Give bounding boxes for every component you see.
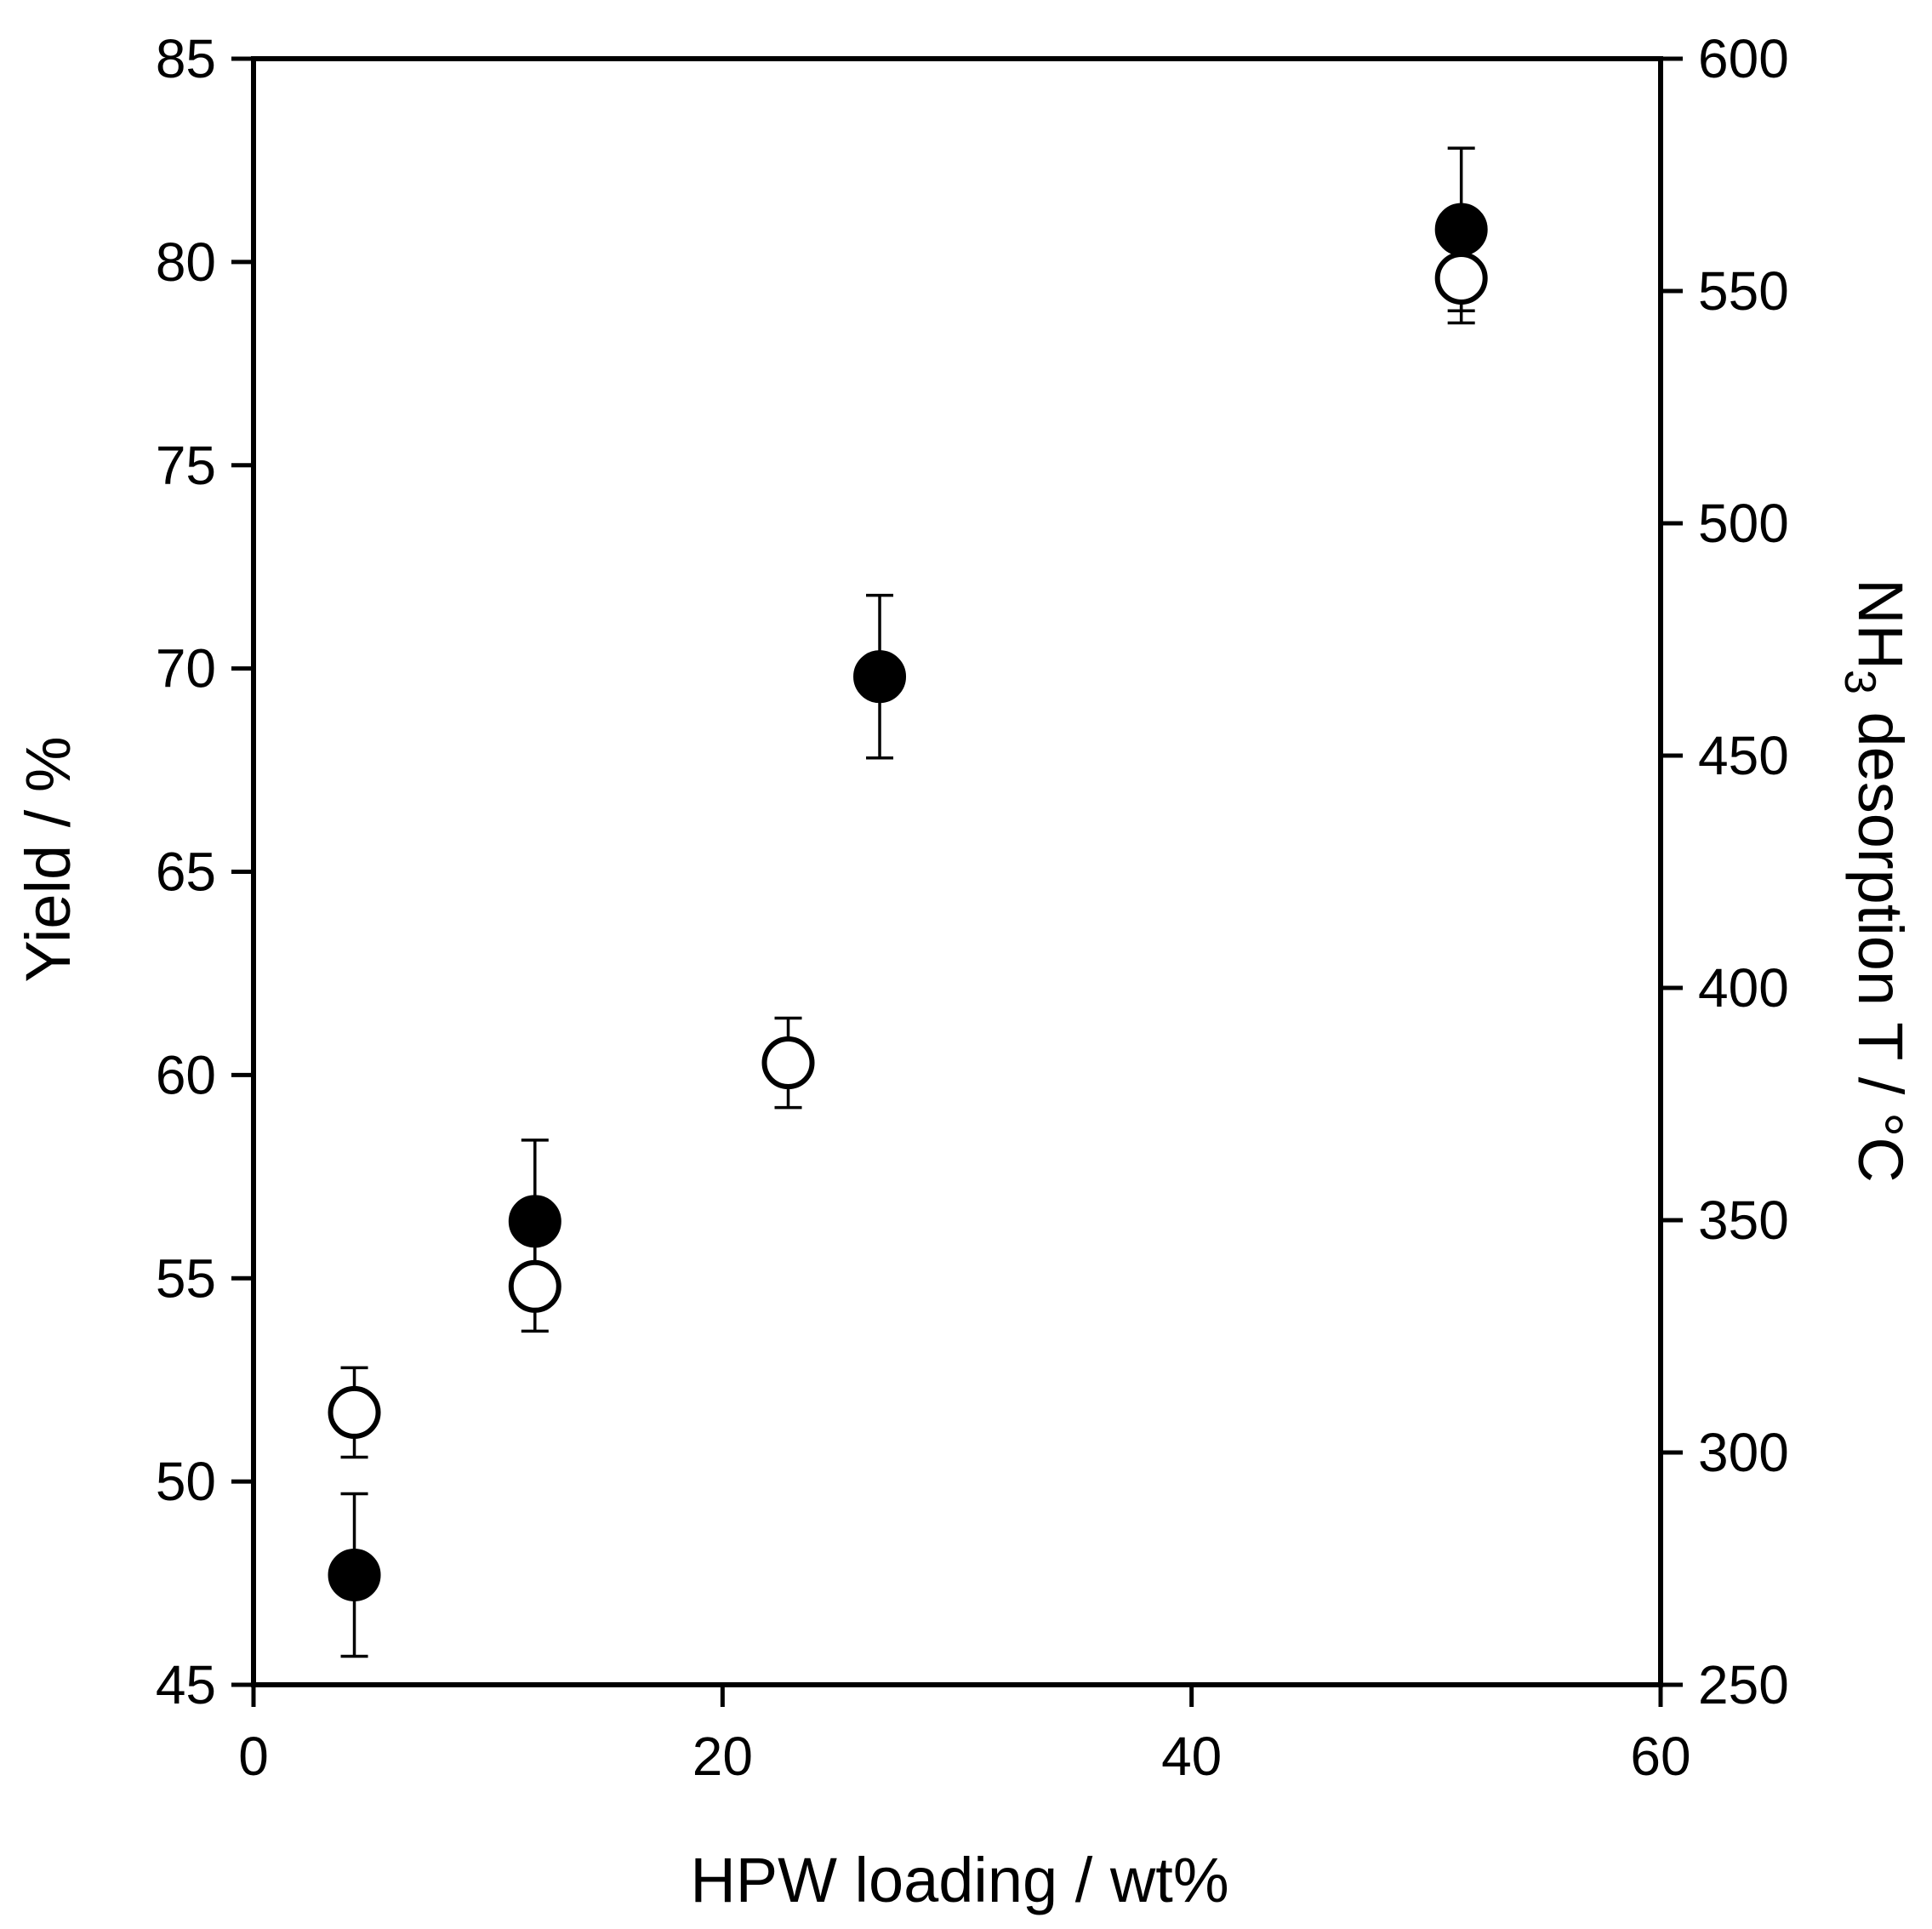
x-tick-label: 60 [1630, 1726, 1690, 1787]
y2-tick-label: 550 [1698, 260, 1789, 322]
errorbars-group [340, 146, 1475, 1658]
x-tick-label: 20 [692, 1726, 753, 1787]
y-axis-title: Yield / % [13, 736, 83, 982]
y-tick-label: 85 [156, 28, 216, 89]
y-tick-label: 50 [156, 1451, 216, 1512]
y-tick-label: 80 [156, 231, 216, 293]
x-tick-label: 0 [238, 1726, 269, 1787]
y-tick-label: 55 [156, 1247, 216, 1309]
plot-frame [251, 56, 1663, 1687]
y2-axis-title-subscript: 3 [1835, 670, 1884, 694]
y2-tick-label: 300 [1698, 1422, 1789, 1483]
data-point-open [508, 1259, 561, 1313]
y2-tick-label: 450 [1698, 725, 1789, 786]
x-tick-label: 40 [1161, 1726, 1222, 1787]
data-point-open [1434, 251, 1488, 305]
y-tick-label: 75 [156, 435, 216, 496]
y-tick-label: 65 [156, 842, 216, 903]
markers-group [328, 203, 1488, 1602]
data-point-open [328, 1385, 381, 1439]
y2-axis-title: NH3 desorption T / °C [1835, 579, 1916, 1183]
axes-group [231, 56, 1683, 1707]
data-point-open [761, 1036, 815, 1090]
data-point-filled [508, 1195, 561, 1248]
data-point-filled [328, 1549, 381, 1602]
x-tick-labels: 0 20 40 60 [238, 1726, 1690, 1787]
y2-tick-label: 250 [1698, 1654, 1789, 1715]
y2-tick-label: 500 [1698, 493, 1789, 554]
y-tick-labels: 45 50 55 60 65 70 75 80 85 [156, 28, 216, 1715]
y2-tick-label: 350 [1698, 1190, 1789, 1251]
data-point-filled [1434, 203, 1488, 256]
x-axis-title: HPW loading / wt% [690, 1845, 1228, 1915]
y2-tick-label: 600 [1698, 28, 1789, 89]
y-tick-label: 70 [156, 638, 216, 699]
y2-axis-title-suffix: desorption T / °C [1845, 694, 1916, 1183]
data-point-filled [853, 650, 907, 704]
y2-tick-labels: 250 300 350 400 450 500 550 600 [1698, 28, 1789, 1715]
y-tick-label: 60 [156, 1044, 216, 1105]
y-tick-label: 45 [156, 1654, 216, 1715]
y2-axis-title-prefix: NH [1845, 579, 1916, 670]
y2-tick-label: 400 [1698, 957, 1789, 1019]
